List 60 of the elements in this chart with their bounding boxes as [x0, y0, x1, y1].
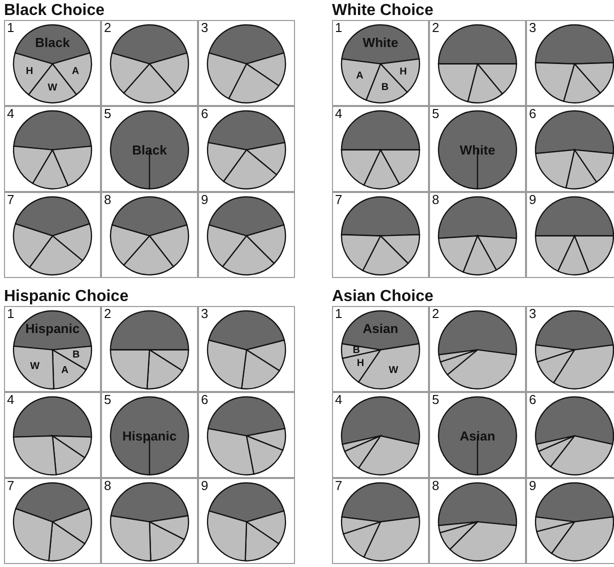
- data-label: A: [61, 365, 68, 376]
- chart-title: White Choice: [332, 1, 434, 20]
- data-label: Asian: [362, 320, 398, 336]
- slice-label: 8: [104, 192, 112, 207]
- data-label: Hispanic: [122, 428, 177, 444]
- slice-label: 6: [201, 106, 208, 121]
- data-label: W: [388, 364, 399, 376]
- slice-label: 7: [335, 192, 342, 207]
- data-label: Black: [35, 34, 71, 50]
- data-label: H: [356, 358, 364, 369]
- slice-label: 5: [432, 106, 440, 121]
- slice-label: 9: [529, 478, 536, 493]
- slice-label: 2: [432, 306, 440, 321]
- data-label: W: [48, 82, 58, 94]
- slice-label: 8: [104, 478, 112, 493]
- data-label: H: [400, 66, 407, 78]
- slice-label: 6: [529, 392, 536, 407]
- slice-label: 8: [432, 478, 440, 493]
- data-label: A: [72, 66, 80, 77]
- slice-label: 3: [201, 306, 208, 321]
- slice-label: 7: [335, 478, 342, 493]
- slice-label: 3: [529, 306, 536, 321]
- data-label: B: [72, 350, 80, 361]
- slice-label: 5: [104, 106, 112, 121]
- chart-title: Hispanic Choice: [4, 287, 128, 306]
- slice-label: 3: [201, 20, 208, 35]
- slice-label: 9: [201, 192, 208, 207]
- slice-label: 9: [529, 192, 536, 207]
- slice-label: 6: [201, 392, 208, 407]
- slice-label: 4: [335, 392, 342, 407]
- data-label: White: [460, 142, 496, 158]
- slice-label: 1: [335, 20, 342, 35]
- slice-label: 1: [7, 306, 14, 321]
- chart-title: Asian Choice: [332, 287, 434, 306]
- data-label: B: [352, 345, 360, 356]
- data-label: A: [356, 70, 364, 82]
- slice-label: 4: [335, 106, 342, 121]
- data-label: White: [362, 34, 398, 50]
- slice-label: 4: [7, 106, 14, 121]
- slice-label: 9: [201, 478, 208, 493]
- data-label: B: [381, 82, 389, 94]
- data-label: Black: [132, 142, 168, 158]
- slice-label: 1: [7, 20, 14, 35]
- slice-label: 2: [104, 306, 112, 321]
- data-label: Hispanic: [25, 320, 80, 336]
- slice-label: 8: [432, 192, 440, 207]
- slice-label: 4: [7, 392, 14, 407]
- slice-label: 2: [432, 20, 440, 35]
- slice-label: 2: [104, 20, 112, 35]
- slice-label: 5: [432, 392, 440, 407]
- slice-label: 6: [529, 106, 536, 121]
- data-label: Asian: [460, 428, 496, 444]
- slice-label: 7: [7, 478, 14, 493]
- slice-label: 3: [529, 20, 536, 35]
- slice-label: 1: [335, 306, 342, 321]
- slice-label: 5: [104, 392, 112, 407]
- slice-label: 7: [7, 192, 14, 207]
- chart-title: Black Choice: [4, 1, 104, 20]
- data-label: W: [30, 360, 40, 372]
- data-label: H: [26, 66, 34, 77]
